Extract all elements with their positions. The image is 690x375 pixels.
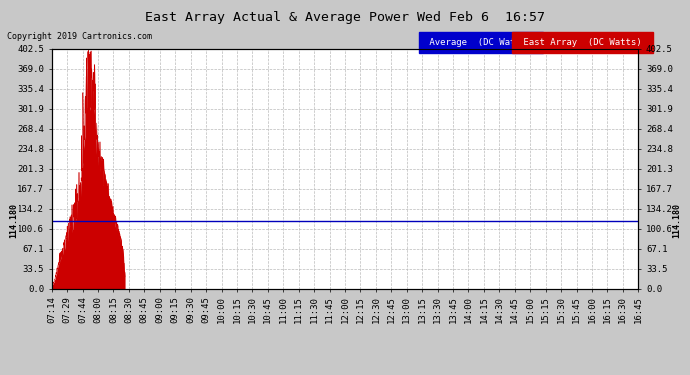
Text: 114.180: 114.180	[672, 203, 681, 238]
Text: 114.180: 114.180	[9, 203, 18, 238]
Text: Copyright 2019 Cartronics.com: Copyright 2019 Cartronics.com	[7, 32, 152, 41]
Text: Average  (DC Watts): Average (DC Watts)	[424, 38, 537, 47]
Text: East Array Actual & Average Power Wed Feb 6  16:57: East Array Actual & Average Power Wed Fe…	[145, 11, 545, 24]
Text: East Array  (DC Watts): East Array (DC Watts)	[518, 38, 647, 47]
